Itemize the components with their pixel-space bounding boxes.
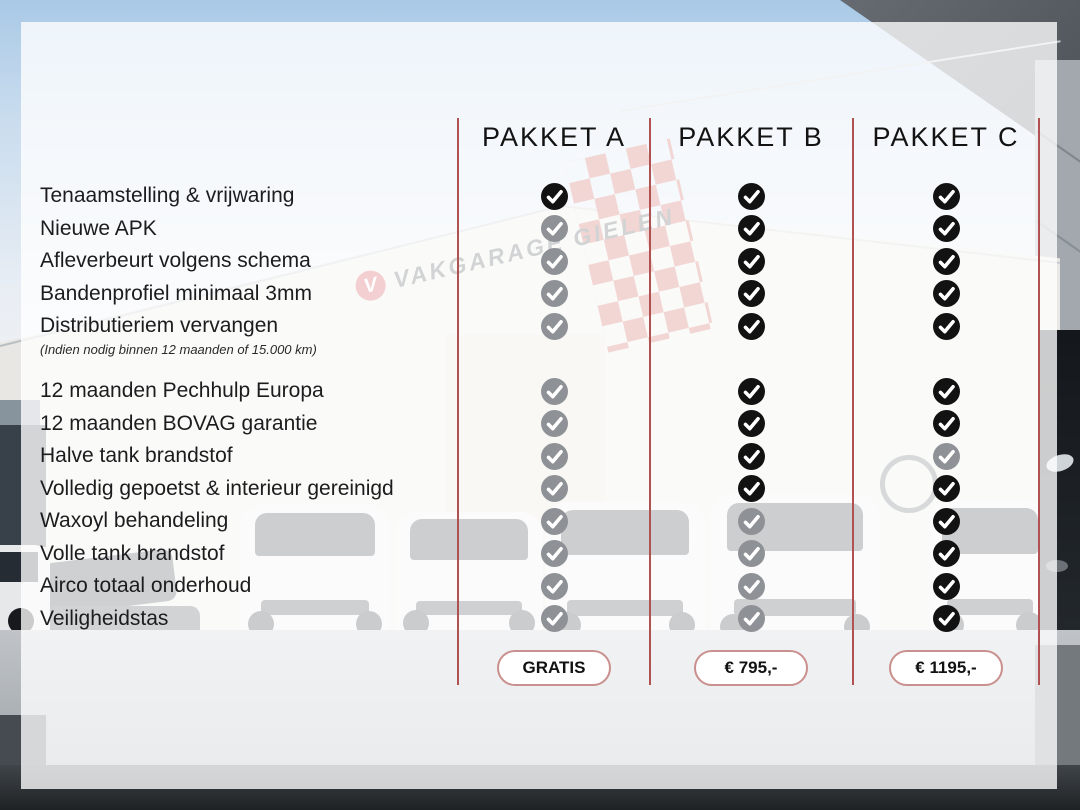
check-circle-icon [932,410,960,437]
check-circle-icon [932,442,960,470]
check-circle-icon [540,312,568,340]
package-a-header: PAKKET A [481,122,627,152]
package-b-header: PAKKET B [678,122,824,152]
feature-label: Nieuwe APK [40,216,157,240]
check-circle-icon [738,377,765,405]
check-circle-icon [540,442,568,470]
feature-label: Tenaamstelling & vrijwaring [40,184,295,207]
check-circle-icon [540,540,568,567]
check-circle-icon [932,605,960,632]
check-circle-icon [540,572,568,600]
check-circle-icon [540,215,568,242]
check-circle-icon [932,507,960,535]
feature-label: Waxoyl behandeling [40,509,229,532]
check-circle-icon [932,572,960,600]
package-c-price-button[interactable]: € 1195,- [889,650,1003,686]
check-circle-icon [540,280,568,307]
check-circle-icon [738,605,765,632]
check-circle-icon [738,215,765,242]
feature-label: Volledig gepoetst & interieur gereinigd [40,476,394,500]
package-b-price-button[interactable]: € 795,- [694,650,808,686]
check-circle-icon [932,280,960,307]
feature-note: (Indien nodig binnen 12 maanden of 15.00… [40,342,317,357]
package-c-header: PAKKET C [872,122,1020,152]
check-circle-icon [540,182,568,210]
column-divider [649,118,651,685]
check-circle-icon [738,410,765,437]
feature-label: 12 maanden BOVAG garantie [40,411,318,435]
check-circle-icon [738,247,765,275]
check-circle-icon [932,247,960,275]
check-circle-icon [932,377,960,405]
check-circle-icon [540,377,568,405]
feature-label: Veiligheidstas [40,606,169,630]
column-divider [852,118,854,685]
feature-label: Halve tank brandstof [40,444,233,467]
check-circle-icon [738,475,765,502]
check-circle-icon [738,280,765,307]
check-circle-icon [540,507,568,535]
feature-label: 12 maanden Pechhulp Europa [40,379,324,402]
check-circle-icon [540,475,568,502]
check-circle-icon [738,507,765,535]
feature-label: Volle tank brandstof [40,541,225,565]
feature-label: Airco totaal onderhoud [40,574,252,597]
package-a-price-button[interactable]: GRATIS [497,650,611,686]
check-circle-icon [738,312,765,340]
column-divider [1038,118,1040,685]
check-circle-icon [932,475,960,502]
check-circle-icon [738,442,765,470]
feature-label: Bandenprofiel minimaal 3mm [40,281,312,305]
check-circle-icon [932,182,960,210]
check-circle-icon [932,312,960,340]
feature-label: Afleverbeurt volgens schema [40,249,311,272]
check-circle-icon [932,540,960,567]
check-circle-icon [738,572,765,600]
column-divider [457,118,459,685]
check-circle-icon [738,540,765,567]
check-circle-icon [540,247,568,275]
check-circle-icon [738,182,765,210]
check-circle-icon [540,605,568,632]
feature-label: Distributieriem vervangen [40,314,279,337]
check-circle-icon [932,215,960,242]
check-circle-icon [540,410,568,437]
